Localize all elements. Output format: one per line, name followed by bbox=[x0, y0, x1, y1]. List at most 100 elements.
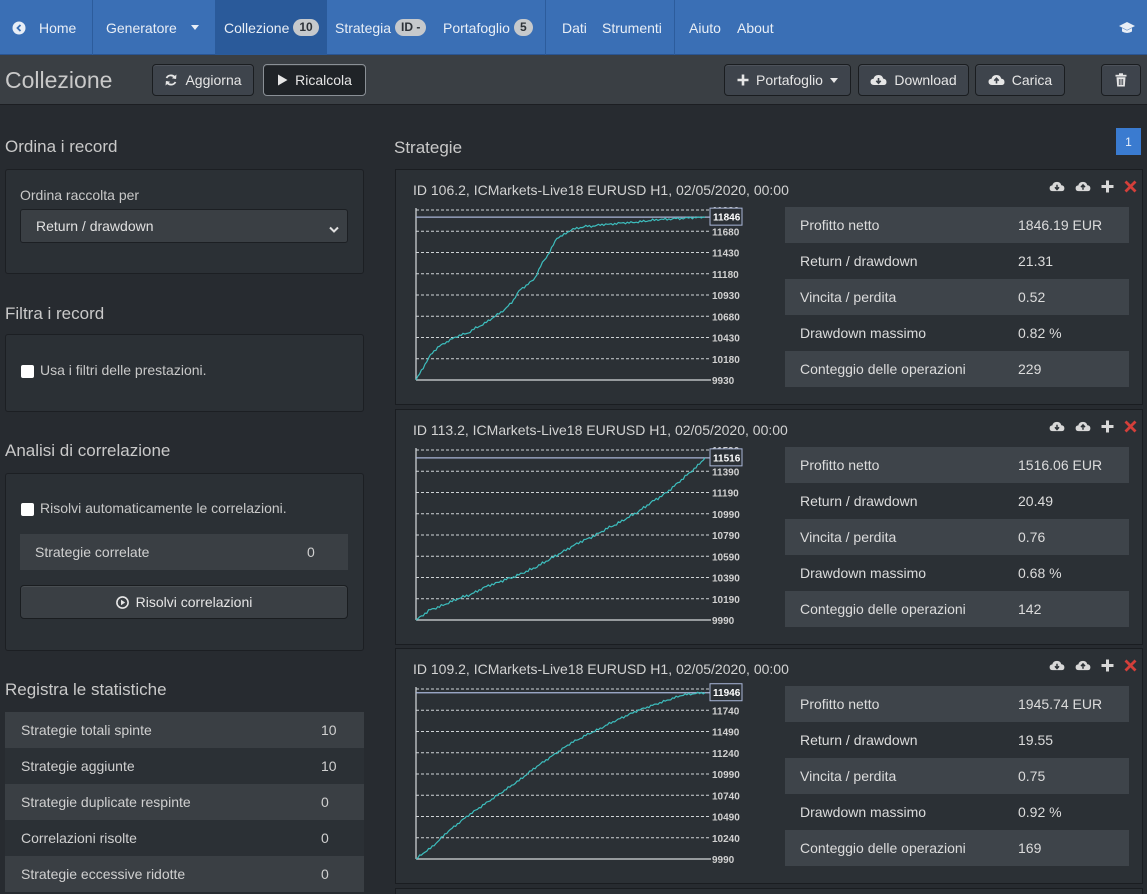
chevron-down-icon bbox=[190, 25, 199, 30]
nav-tools-label: Strumenti bbox=[602, 19, 662, 36]
play-icon bbox=[277, 74, 288, 86]
close-icon[interactable] bbox=[1124, 659, 1137, 675]
download-button[interactable]: Download bbox=[858, 64, 969, 96]
equity-line bbox=[415, 216, 706, 381]
plus-icon[interactable] bbox=[1101, 180, 1114, 196]
final-value-label: 11946 bbox=[713, 688, 741, 699]
chevron-down-icon bbox=[829, 77, 838, 83]
sort-section-title: Ordina i record bbox=[5, 137, 118, 156]
correlated-strategies-row: Strategie correlate 0 bbox=[20, 534, 348, 570]
metric-value: 19.55 bbox=[1018, 732, 1054, 748]
strategy-card-title: ID 106.2, ICMarkets-Live18 EURUSD H1, 02… bbox=[413, 182, 789, 198]
stat-label: Strategie aggiunte bbox=[21, 758, 135, 774]
nav-tools[interactable]: Strumenti bbox=[602, 0, 662, 55]
metric-label: Conteggio delle operazioni bbox=[800, 361, 966, 377]
nav-portfolio[interactable]: Portafoglio 5 bbox=[443, 0, 533, 55]
nav-about[interactable]: About bbox=[737, 0, 774, 55]
refresh-button[interactable]: Aggiorna bbox=[152, 64, 254, 96]
nav-generator-label: Generatore bbox=[106, 19, 177, 36]
resolve-correlations-button[interactable]: Risolvi correlazioni bbox=[20, 585, 348, 619]
stat-label: Correlazioni risolte bbox=[21, 830, 137, 846]
metric-value: 169 bbox=[1018, 840, 1042, 856]
performance-filter-checkbox[interactable] bbox=[21, 365, 34, 378]
metric-value: 0.82 % bbox=[1018, 325, 1062, 341]
metric-label: Return / drawdown bbox=[800, 493, 918, 509]
metric-row-net-profit: Profitto netto 1516.06 EUR bbox=[785, 447, 1129, 483]
metric-value: 0.92 % bbox=[1018, 804, 1062, 820]
auto-resolve-label: Risolvi automaticamente le correlazioni. bbox=[40, 500, 287, 516]
cloud-download-icon[interactable] bbox=[1049, 180, 1065, 196]
download-label: Download bbox=[894, 72, 957, 88]
cloud-download-icon[interactable] bbox=[1049, 659, 1065, 675]
metric-label: Return / drawdown bbox=[800, 253, 918, 269]
metric-label: Drawdown massimo bbox=[800, 804, 927, 820]
cloud-upload-icon[interactable] bbox=[1075, 420, 1091, 436]
final-value-box bbox=[709, 683, 743, 702]
metric-label: Drawdown massimo bbox=[800, 325, 927, 341]
plus-icon[interactable] bbox=[1101, 659, 1114, 675]
pagination-page-1[interactable]: 1 bbox=[1116, 128, 1141, 155]
recalculate-button[interactable]: Ricalcola bbox=[263, 64, 366, 96]
metric-row-net-profit: Profitto netto 1945.74 EUR bbox=[785, 686, 1129, 722]
cloud-download-icon[interactable] bbox=[1049, 420, 1065, 436]
metric-label: Profitto netto bbox=[800, 457, 880, 473]
equity-chart: 1193011680114301118010930106801043010180… bbox=[415, 206, 743, 384]
graduation-cap-icon[interactable] bbox=[1118, 0, 1136, 55]
metric-row-max-drawdown: Drawdown massimo 0.92 % bbox=[785, 794, 1129, 830]
metric-value: 229 bbox=[1018, 361, 1042, 377]
strategy-id-badge: ID - bbox=[395, 19, 427, 36]
y-tick-label: 10590 bbox=[712, 552, 740, 563]
y-tick-label: 10790 bbox=[712, 531, 740, 542]
add-to-portfolio-button[interactable]: Portafoglio bbox=[724, 64, 851, 96]
metric-row-trade-count: Conteggio delle operazioni 142 bbox=[785, 591, 1129, 627]
nav-portfolio-label: Portafoglio bbox=[443, 19, 510, 36]
equity-line bbox=[415, 457, 706, 621]
cloud-upload-icon[interactable] bbox=[1075, 659, 1091, 675]
stats-section-title: Registra le statistiche bbox=[5, 680, 167, 699]
close-icon[interactable] bbox=[1124, 180, 1137, 196]
delete-all-button[interactable] bbox=[1101, 64, 1141, 96]
y-tick-label: 10740 bbox=[712, 791, 740, 802]
strategies-section-title: Strategie bbox=[394, 138, 463, 157]
nav-help[interactable]: Aiuto bbox=[689, 0, 721, 55]
nav-data[interactable]: Dati bbox=[562, 0, 587, 55]
auto-resolve-checkbox[interactable] bbox=[21, 503, 34, 516]
correlated-strategies-value: 0 bbox=[307, 544, 315, 560]
y-tick-label: 10990 bbox=[712, 770, 740, 781]
strategy-card-actions bbox=[1049, 659, 1137, 675]
nav-generator[interactable]: Generatore bbox=[92, 0, 215, 55]
chevron-down-icon bbox=[329, 221, 339, 237]
y-tick-label: 10430 bbox=[712, 334, 740, 345]
close-icon[interactable] bbox=[1124, 420, 1137, 436]
strategy-card-title: ID 113.2, ICMarkets-Live18 EURUSD H1, 02… bbox=[413, 422, 788, 438]
plus-icon[interactable] bbox=[1101, 420, 1114, 436]
sort-select[interactable]: Return / drawdown bbox=[20, 209, 348, 243]
resolve-correlations-label: Risolvi correlazioni bbox=[135, 594, 253, 610]
nav-home[interactable]: Home bbox=[12, 0, 90, 55]
final-value-box bbox=[709, 207, 743, 226]
nav-strategy[interactable]: Strategia ID - bbox=[335, 0, 427, 55]
stat-row: Strategie eccessive ridotte 0 bbox=[5, 856, 364, 892]
y-tick-label: 9990 bbox=[712, 616, 735, 624]
metric-value: 0.76 bbox=[1018, 529, 1046, 545]
sort-selected-value: Return / drawdown bbox=[36, 218, 154, 234]
nav-collection[interactable]: Collezione 10 bbox=[215, 0, 327, 55]
cloud-upload-icon[interactable] bbox=[1075, 180, 1091, 196]
cloud-upload-icon bbox=[988, 74, 1005, 87]
y-tick-label: 11680 bbox=[712, 227, 740, 238]
metric-row-win-loss: Vincita / perdita 0.52 bbox=[785, 279, 1129, 315]
back-icon bbox=[12, 21, 26, 35]
metric-row-win-loss: Vincita / perdita 0.76 bbox=[785, 519, 1129, 555]
performance-filter-label: Usa i filtri delle prestazioni. bbox=[40, 362, 207, 378]
final-value-box bbox=[709, 448, 743, 467]
y-tick-label: 10490 bbox=[712, 813, 740, 824]
metric-row-win-loss: Vincita / perdita 0.75 bbox=[785, 758, 1129, 794]
strategy-card bbox=[395, 888, 1143, 894]
metric-label: Profitto netto bbox=[800, 217, 880, 233]
sort-label: Ordina raccolta per bbox=[20, 187, 140, 203]
strategy-card-actions bbox=[1049, 420, 1137, 436]
stat-value: 0 bbox=[321, 830, 329, 846]
metric-row-return-drawdown: Return / drawdown 21.31 bbox=[785, 243, 1129, 279]
upload-button[interactable]: Carica bbox=[975, 64, 1065, 96]
metric-label: Conteggio delle operazioni bbox=[800, 840, 966, 856]
